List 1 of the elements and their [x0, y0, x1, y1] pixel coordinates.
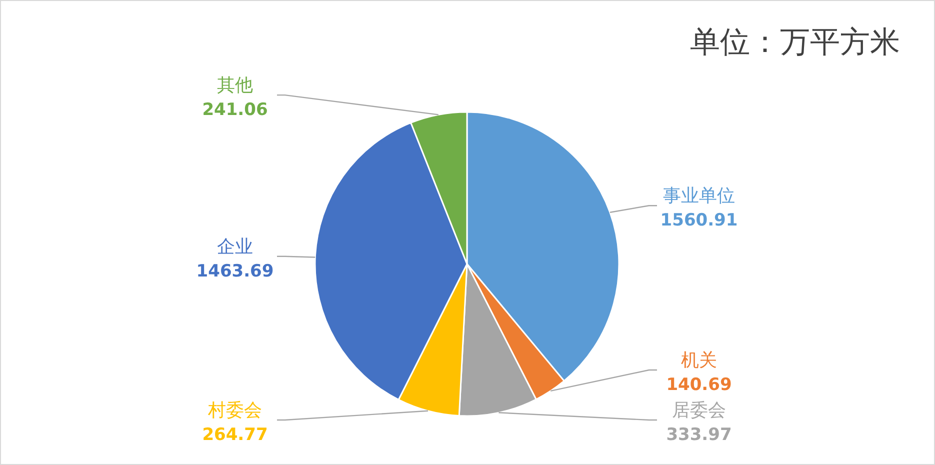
chart-title: 单位：万平方米 [690, 25, 900, 60]
